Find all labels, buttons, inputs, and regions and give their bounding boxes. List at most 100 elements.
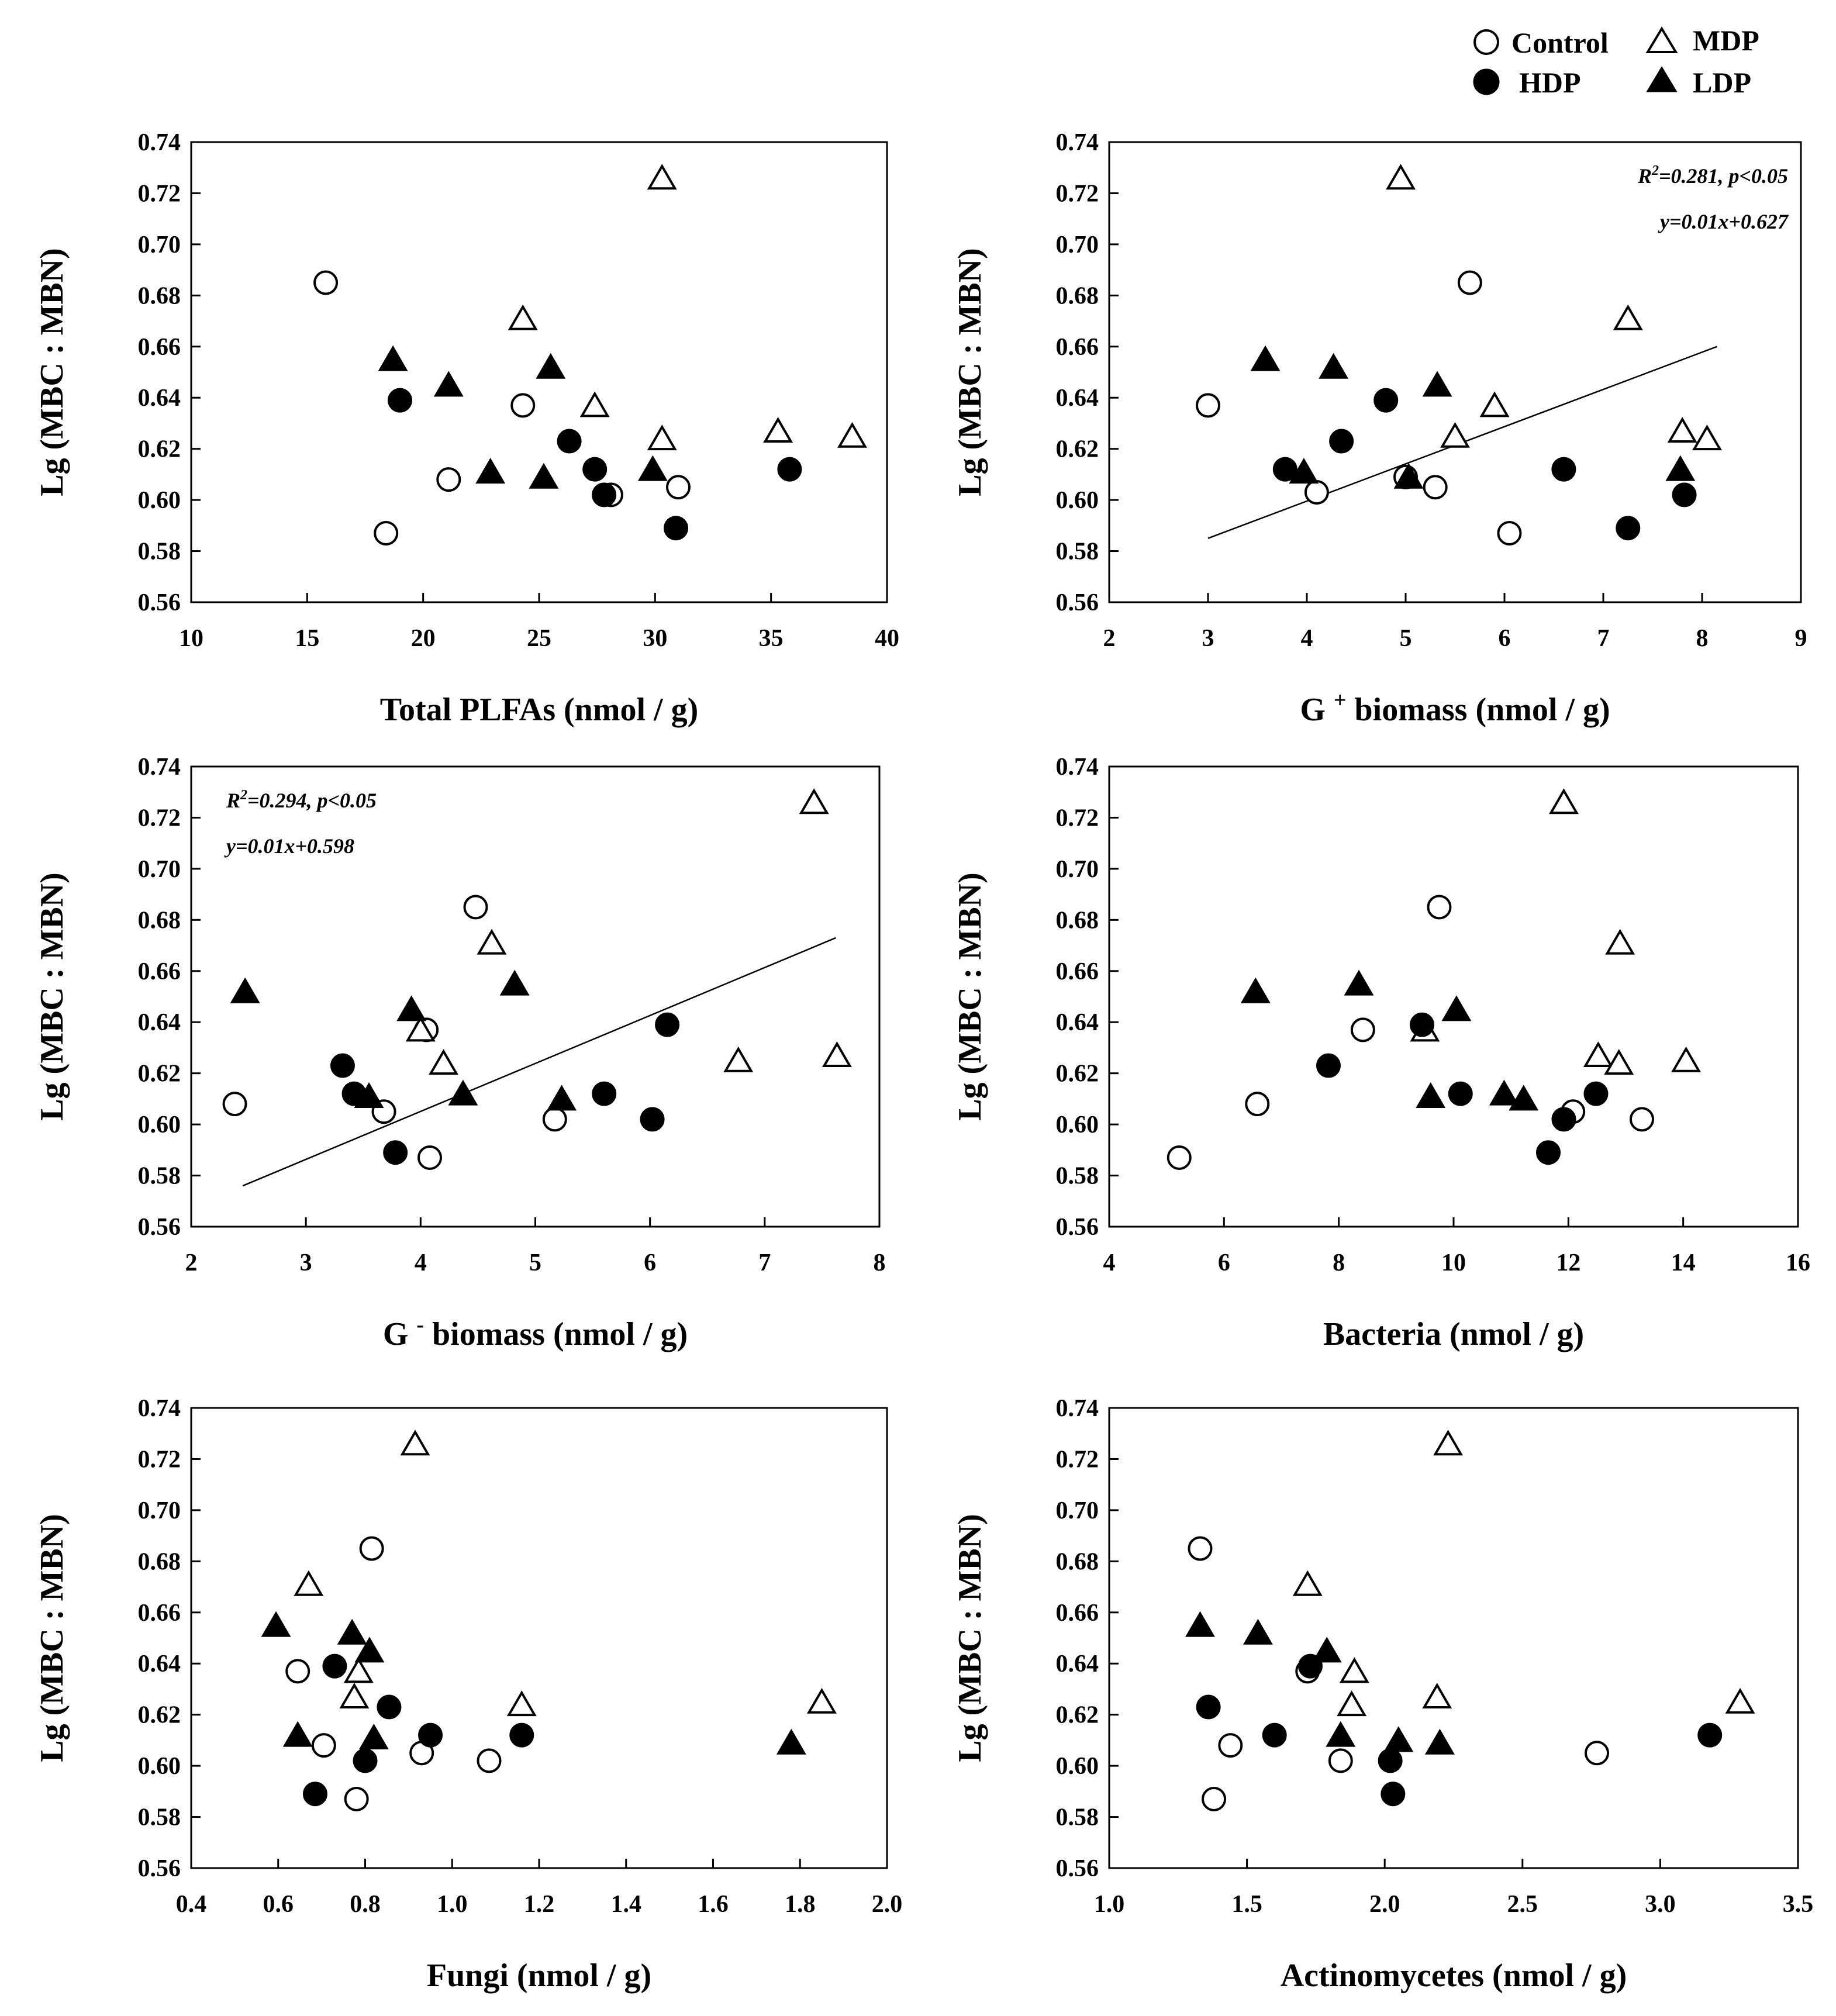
point-hdp	[383, 1140, 408, 1165]
point-ldp	[354, 1082, 384, 1109]
point-hdp	[1329, 429, 1354, 454]
y-axis-label: Lg (MBC : MBN)	[34, 1514, 70, 1762]
point-ldp	[1250, 345, 1281, 371]
point-ldp	[637, 455, 668, 481]
x-tick-label: 6	[1218, 1249, 1230, 1276]
point-control	[1585, 1741, 1610, 1766]
y-tick-label: 0.60	[1056, 1753, 1099, 1780]
x-tick-label: 8	[1696, 625, 1709, 652]
point-control	[1167, 1145, 1192, 1170]
point-mdp	[1604, 1049, 1634, 1075]
y-tick-label: 0.74	[138, 1395, 181, 1422]
y-tick-label: 0.56	[1056, 589, 1099, 616]
y-tick-label: 0.66	[1056, 334, 1099, 361]
x-axis-label: G - biomass (nmol / g)	[383, 1313, 688, 1352]
point-mdp	[477, 928, 507, 955]
point-hdp	[322, 1653, 347, 1679]
point-hdp	[1583, 1081, 1609, 1106]
point-ldp	[1665, 455, 1696, 481]
point-hdp	[388, 388, 412, 413]
y-tick-label: 0.66	[138, 1600, 181, 1627]
x-tick-label: 4	[415, 1249, 427, 1276]
y-tick-label: 0.72	[138, 1446, 181, 1473]
y-tick-label: 0.64	[1056, 385, 1099, 412]
stats-annotation: R2=0.294, p<0.05	[226, 788, 377, 812]
y-axis-label: Lg (MBC : MBN)	[952, 248, 988, 496]
point-mdp	[508, 304, 538, 330]
y-tick-label: 0.72	[138, 805, 181, 831]
y-tick-label: 0.62	[1056, 436, 1099, 463]
point-mdp	[1422, 1683, 1452, 1709]
point-ldp	[1319, 353, 1349, 379]
x-tick-label: 0.8	[350, 1891, 381, 1918]
y-tick-label: 0.58	[1056, 1163, 1099, 1190]
point-control	[1218, 1733, 1243, 1758]
point-mdp	[1440, 422, 1470, 448]
x-tick-label: 25	[527, 625, 551, 652]
point-ldp	[282, 1721, 313, 1747]
chart-panel-2: 2 3 4 5 6 7 8 9 0.56 0.58 0.60 0.62 0.64 0.66 0.68 0.70…	[952, 129, 1807, 728]
y-tick-label: 0.60	[138, 1111, 181, 1138]
x-tick-label: 1.4	[611, 1891, 642, 1918]
point-ldp	[433, 371, 464, 397]
point-ldp	[1509, 1085, 1539, 1111]
point-mdp	[405, 1016, 436, 1042]
legend-label-control: Control	[1511, 26, 1609, 59]
point-hdp	[1551, 1107, 1576, 1132]
x-tick-label: 4	[1103, 1249, 1116, 1276]
y-tick-label: 0.66	[1056, 958, 1099, 985]
x-tick-label: 12	[1556, 1249, 1580, 1276]
y-tick-label: 0.62	[1056, 1702, 1099, 1729]
x-tick-label: 8	[874, 1249, 886, 1276]
point-ldp	[499, 969, 530, 996]
point-control	[1196, 393, 1220, 418]
x-tick-label: 7	[758, 1249, 771, 1276]
y-tick-label: 0.68	[1056, 1548, 1099, 1575]
x-tick-label: 6	[1499, 625, 1511, 652]
point-mdp	[647, 424, 677, 451]
x-tick-label: 6	[644, 1249, 656, 1276]
point-mdp	[1725, 1687, 1755, 1714]
point-control	[417, 1145, 443, 1170]
y-tick-label: 0.68	[138, 907, 181, 934]
chart-panel-6: 1.0 1.5 2.0 2.5 3.0 3.5 0.56 0.58 0.60 0.62 0.64 0.…	[952, 1395, 1813, 1994]
stats-annotation: y=0.01x+0.598	[224, 834, 354, 858]
point-control	[463, 895, 488, 920]
point-hdp	[664, 516, 689, 541]
y-tick-label: 0.56	[138, 1214, 181, 1241]
x-tick-label: 8	[1333, 1249, 1345, 1276]
point-hdp	[418, 1722, 443, 1748]
point-mdp	[799, 788, 829, 814]
x-tick-label: 10	[179, 625, 203, 652]
x-tick-label: 3.0	[1645, 1891, 1676, 1918]
point-control	[1328, 1748, 1353, 1773]
point-control	[1427, 895, 1452, 920]
point-ldp	[1383, 1726, 1414, 1752]
legend-marker-hdp	[1473, 68, 1500, 95]
point-ldp	[1416, 1082, 1446, 1109]
legend-label-hdp: HDP	[1519, 66, 1581, 99]
y-tick-label: 0.62	[138, 1061, 181, 1088]
legend-marker-ldp	[1646, 66, 1678, 92]
y-tick-label: 0.68	[1056, 907, 1099, 934]
point-ldp	[1441, 995, 1472, 1021]
point-mdp	[837, 422, 867, 448]
y-tick-label: 0.60	[138, 1753, 181, 1780]
point-ldp	[1240, 977, 1271, 1003]
y-tick-label: 0.64	[138, 385, 181, 412]
point-hdp	[1262, 1722, 1287, 1748]
point-control	[1245, 1092, 1270, 1117]
point-mdp	[1433, 1430, 1464, 1456]
x-tick-label: 2.0	[1369, 1891, 1400, 1918]
point-hdp	[509, 1722, 534, 1748]
x-tick-label: 5	[529, 1249, 541, 1276]
point-hdp	[1373, 388, 1399, 413]
point-mdp	[1692, 424, 1722, 451]
point-hdp	[1378, 1748, 1403, 1773]
y-tick-label: 0.64	[138, 1009, 181, 1036]
legend-label-mdp: MDP	[1693, 24, 1759, 57]
point-control	[1304, 479, 1329, 505]
point-hdp	[1672, 482, 1697, 508]
legend-label-ldp: LDP	[1693, 66, 1751, 99]
point-mdp	[1605, 928, 1635, 955]
